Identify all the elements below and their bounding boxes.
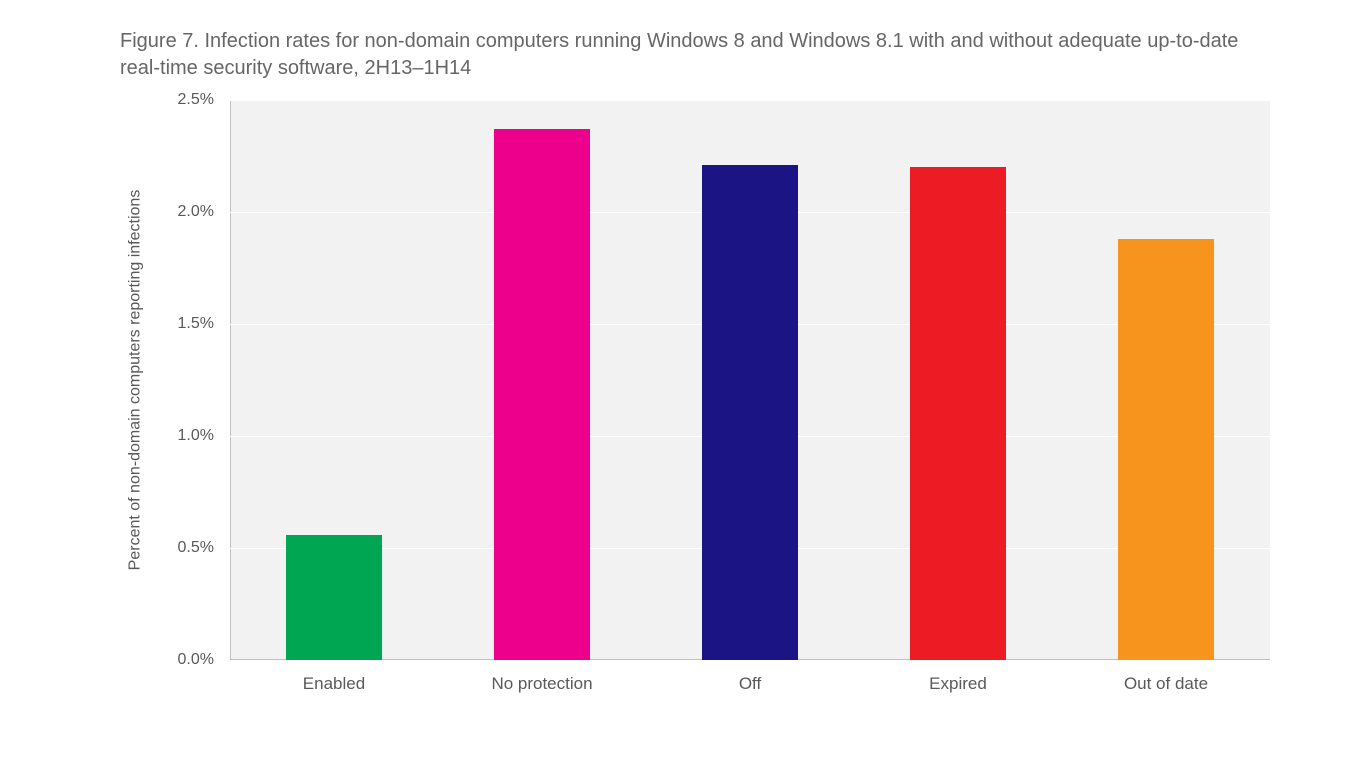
y-tick-label: 2.5% bbox=[178, 91, 214, 109]
bar bbox=[286, 535, 382, 660]
y-axis-line bbox=[230, 100, 231, 660]
y-tick-label: 1.0% bbox=[178, 427, 214, 445]
x-tick-label: Expired bbox=[929, 674, 987, 694]
bar bbox=[1118, 239, 1214, 660]
x-tick-label: Enabled bbox=[303, 674, 365, 694]
gridline bbox=[230, 100, 1270, 101]
figure-caption: Figure 7. Infection rates for non-domain… bbox=[120, 28, 1250, 82]
y-tick-label: 2.0% bbox=[178, 203, 214, 221]
x-tick-label: Out of date bbox=[1124, 674, 1208, 694]
bar bbox=[702, 165, 798, 660]
y-axis-label: Percent of non-domain computers reportin… bbox=[120, 100, 150, 660]
y-tick-label: 0.0% bbox=[178, 651, 214, 669]
y-tick-label: 1.5% bbox=[178, 315, 214, 333]
plot-area bbox=[230, 100, 1270, 660]
bar bbox=[910, 167, 1006, 660]
bar bbox=[494, 129, 590, 660]
x-tick-label: Off bbox=[739, 674, 761, 694]
chart: Percent of non-domain computers reportin… bbox=[120, 100, 1280, 740]
x-tick-label: No protection bbox=[491, 674, 592, 694]
y-axis-ticks: 0.0%0.5%1.0%1.5%2.0%2.5% bbox=[158, 100, 222, 660]
x-axis-ticks: Enabled No protection Off Expired Out of dat… bbox=[230, 660, 1270, 710]
figure: Figure 7. Infection rates for non-domain… bbox=[0, 0, 1366, 768]
y-tick-label: 0.5% bbox=[178, 539, 214, 557]
